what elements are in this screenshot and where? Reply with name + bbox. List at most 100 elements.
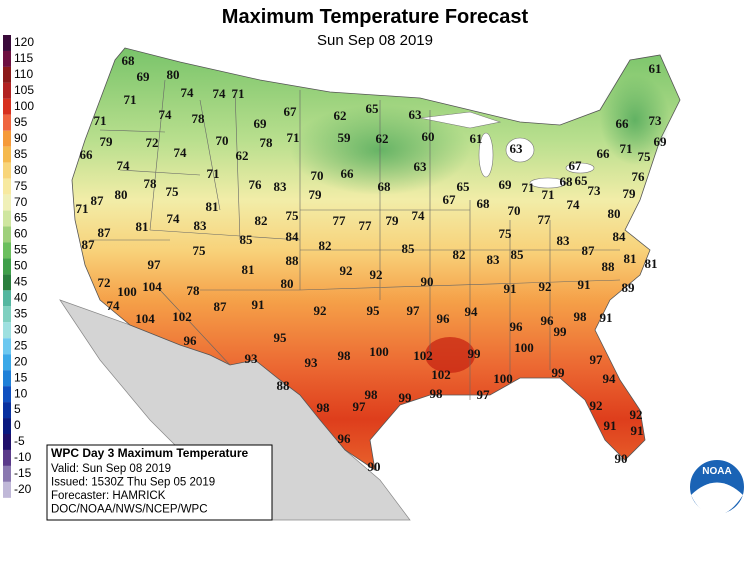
temperature: 62 xyxy=(236,148,249,163)
temperature: 90 xyxy=(615,451,628,466)
scale-swatch xyxy=(3,449,11,466)
scale-swatch xyxy=(3,66,11,83)
temperature: 61 xyxy=(470,131,483,146)
temperature: 74 xyxy=(107,298,121,313)
scale-label: 40 xyxy=(14,291,28,305)
scale-swatch xyxy=(3,322,11,339)
temperature: 92 xyxy=(340,263,353,278)
temperature: 95 xyxy=(274,330,288,345)
scale-label: 20 xyxy=(14,354,28,368)
scale-label: 75 xyxy=(14,179,28,193)
scale-swatch xyxy=(3,242,11,259)
info-line: Issued: 1530Z Thu Sep 05 2019 xyxy=(51,477,215,489)
scale-label: 0 xyxy=(14,418,21,432)
scale-swatch xyxy=(3,354,11,371)
scale-label: 60 xyxy=(14,227,28,241)
temperature: 102 xyxy=(172,309,192,324)
temperature: 100 xyxy=(369,344,389,359)
temperature: 67 xyxy=(569,158,583,173)
temperature: 79 xyxy=(386,213,400,228)
temperature: 77 xyxy=(359,218,373,233)
temperature: 90 xyxy=(368,459,381,474)
scale-swatch xyxy=(3,434,11,450)
scale-label: 65 xyxy=(14,211,28,225)
temperature: 78 xyxy=(144,176,158,191)
scale-swatch xyxy=(3,258,11,275)
temperature: 75 xyxy=(286,208,300,223)
scale-label: 100 xyxy=(14,99,34,113)
scale-swatch xyxy=(3,306,11,323)
scale-swatch xyxy=(3,226,11,243)
scale-swatch xyxy=(3,274,11,291)
temperature: 63 xyxy=(409,107,423,122)
temperature: 68 xyxy=(378,179,392,194)
temperature: 97 xyxy=(407,303,421,318)
temperature: 77 xyxy=(538,212,552,227)
temperature: 91 xyxy=(504,281,517,296)
temperature: 95 xyxy=(367,303,381,318)
temperature: 76 xyxy=(249,177,263,192)
info-box xyxy=(46,444,273,521)
temperature: 96 xyxy=(437,311,451,326)
temperature: 61 xyxy=(649,61,662,76)
temperature: 71 xyxy=(232,86,245,101)
temperature: 81 xyxy=(206,199,219,214)
temperature: 75 xyxy=(638,149,652,164)
temperature: 99 xyxy=(399,390,413,405)
temperature: 59 xyxy=(338,130,352,145)
temperature: 69 xyxy=(254,116,268,131)
temperature: 71 xyxy=(287,130,300,145)
temperature: 83 xyxy=(194,218,208,233)
temperature: 92 xyxy=(370,267,383,282)
scale-swatch xyxy=(3,465,11,482)
temperature: 84 xyxy=(613,229,627,244)
scale-swatch xyxy=(3,178,11,195)
scale-label: 15 xyxy=(14,370,28,384)
info-title: WPC Day 3 Maximum Temperature xyxy=(51,446,248,460)
temperature: 92 xyxy=(590,398,603,413)
temperature: 98 xyxy=(317,400,331,415)
scale-swatch xyxy=(3,146,11,163)
scale-swatch xyxy=(3,114,11,131)
temperature: 87 xyxy=(582,243,596,258)
scale-label: 115 xyxy=(14,51,33,65)
temperature: 104 xyxy=(142,279,162,294)
temperature: 92 xyxy=(539,279,552,294)
scale-swatch xyxy=(3,338,11,355)
temperature: 104 xyxy=(135,311,155,326)
cool-zone xyxy=(600,75,670,165)
scale-swatch xyxy=(3,290,11,307)
temperature: 78 xyxy=(192,111,206,126)
temperature: 94 xyxy=(603,371,617,386)
temperature: 96 xyxy=(510,319,524,334)
temperature: 93 xyxy=(305,355,319,370)
temperature: 99 xyxy=(552,365,566,380)
scale-swatch xyxy=(3,35,11,51)
scale-label: 30 xyxy=(14,322,28,336)
temperature: 74 xyxy=(412,208,426,223)
temperature: 80 xyxy=(167,67,180,82)
temperature: 75 xyxy=(193,243,207,258)
temperature: 83 xyxy=(274,179,288,194)
temperature: 96 xyxy=(541,313,555,328)
temperature: 90 xyxy=(421,274,434,289)
temperature: 102 xyxy=(431,367,451,382)
temperature: 68 xyxy=(560,174,574,189)
temperature: 98 xyxy=(430,386,444,401)
temperature: 83 xyxy=(487,252,501,267)
scale-swatch xyxy=(3,402,11,419)
scale-label: -15 xyxy=(14,466,32,480)
scale-label: 90 xyxy=(14,131,28,145)
temperature: 88 xyxy=(277,378,291,393)
temperature: 65 xyxy=(575,173,589,188)
temperature: 62 xyxy=(334,108,347,123)
temperature: 79 xyxy=(100,134,114,149)
temperature: 85 xyxy=(511,247,525,262)
temperature: 97 xyxy=(353,399,367,414)
temperature: 70 xyxy=(508,203,521,218)
temperature: 85 xyxy=(240,232,254,247)
noaa-logo-text: NOAA xyxy=(702,466,731,477)
temperature: 78 xyxy=(260,135,274,150)
temperature: 71 xyxy=(542,187,555,202)
scale-swatch xyxy=(3,386,11,403)
